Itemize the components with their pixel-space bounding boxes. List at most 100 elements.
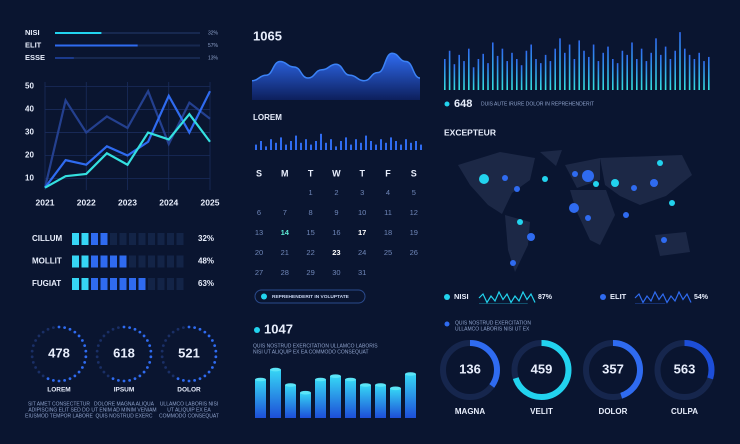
spike bbox=[444, 59, 446, 90]
label: 4 bbox=[386, 188, 390, 197]
ring-dot bbox=[83, 360, 87, 364]
segment bbox=[110, 255, 117, 268]
segment bbox=[176, 255, 184, 268]
bar bbox=[360, 385, 371, 418]
ring-dot bbox=[210, 339, 214, 342]
label: ULLAMCO LABORIS NISI bbox=[160, 401, 218, 407]
legend-dot bbox=[444, 294, 450, 300]
label: 26 bbox=[410, 248, 418, 257]
spike bbox=[549, 61, 552, 90]
legend-squiggle bbox=[634, 290, 692, 304]
spike bbox=[664, 46, 667, 90]
label: 63% bbox=[198, 279, 214, 288]
ring-dot bbox=[96, 360, 100, 364]
spike bbox=[511, 52, 513, 90]
ring-dot bbox=[77, 334, 81, 338]
bar-cap bbox=[255, 377, 266, 382]
spike bbox=[525, 50, 528, 90]
spark-bar bbox=[335, 146, 337, 150]
ring-dot bbox=[167, 370, 171, 374]
ring-dot bbox=[213, 344, 217, 348]
spike bbox=[492, 42, 494, 90]
wave-area bbox=[252, 53, 420, 100]
spark-bar bbox=[415, 141, 417, 150]
ring-dot bbox=[161, 360, 165, 364]
segment bbox=[138, 255, 146, 268]
spike bbox=[501, 48, 504, 90]
bar-cap bbox=[390, 386, 401, 391]
segment bbox=[167, 278, 174, 290]
segment-bar bbox=[72, 278, 184, 290]
spike bbox=[645, 61, 648, 90]
spike bbox=[631, 42, 633, 90]
label: 12 bbox=[410, 208, 418, 217]
label: ADIPISCING ELIT SED DO bbox=[28, 407, 89, 413]
spark-bar bbox=[400, 144, 402, 150]
spark-bar bbox=[290, 141, 292, 150]
segment bbox=[167, 255, 174, 268]
ring-dot bbox=[63, 379, 67, 382]
spark-bar bbox=[255, 144, 257, 150]
spike bbox=[660, 54, 662, 90]
ring-dot bbox=[46, 327, 50, 331]
spike bbox=[626, 54, 628, 90]
spike bbox=[544, 54, 547, 90]
segment bbox=[129, 278, 136, 290]
ring-dot bbox=[83, 344, 87, 348]
map-dot bbox=[593, 181, 599, 187]
label: ELIT bbox=[25, 40, 42, 49]
label: 357 bbox=[602, 361, 624, 376]
spike bbox=[559, 38, 561, 90]
spike bbox=[693, 59, 696, 90]
label: QUIS NOSTRUD EXERCITATION ULLAMCO LABORI… bbox=[253, 343, 378, 349]
spark-bar bbox=[265, 146, 267, 150]
label: S bbox=[256, 168, 262, 178]
segment bbox=[100, 255, 108, 268]
label: 7 bbox=[283, 208, 287, 217]
ring-dot bbox=[138, 330, 142, 334]
spike bbox=[568, 44, 571, 90]
ring-dot bbox=[176, 327, 180, 331]
ring-dot bbox=[203, 330, 207, 334]
segment bbox=[148, 255, 155, 268]
spark-bar bbox=[385, 142, 387, 150]
label: 2021 bbox=[36, 197, 55, 207]
spark-bar bbox=[315, 141, 317, 150]
spike bbox=[472, 67, 475, 90]
donut-arc bbox=[511, 340, 572, 400]
ring-dot bbox=[95, 349, 99, 353]
label: LOREM bbox=[253, 113, 282, 122]
spike bbox=[640, 48, 643, 90]
label: 136 bbox=[459, 361, 481, 376]
segment bbox=[176, 233, 184, 245]
map-dot bbox=[510, 260, 516, 266]
ring-dot bbox=[149, 355, 153, 359]
ring-dot bbox=[193, 379, 197, 382]
label: 5 bbox=[412, 188, 416, 197]
ring-dot bbox=[77, 370, 81, 374]
segment bbox=[100, 278, 108, 290]
bar-cap bbox=[300, 390, 311, 395]
segment bbox=[81, 233, 89, 245]
spike bbox=[540, 63, 542, 90]
segment bbox=[148, 278, 155, 290]
ring-dot bbox=[51, 326, 55, 329]
label: EXCEPTEUR bbox=[444, 127, 496, 137]
label: ULLAMCO LABORIS NISI UT EX bbox=[455, 326, 530, 332]
label: IPSUM bbox=[114, 387, 135, 394]
spike bbox=[458, 54, 460, 90]
spike bbox=[607, 46, 609, 90]
bar bbox=[270, 369, 281, 418]
button[interactable] bbox=[254, 289, 366, 304]
map-dot bbox=[569, 203, 579, 213]
label: EIUSMOD TEMPOR LABORE bbox=[25, 413, 93, 419]
label: UT ALIQUIP EX EA bbox=[167, 407, 211, 413]
label: SIT AMET CONSECTETUR bbox=[28, 401, 90, 407]
spike bbox=[621, 50, 624, 90]
ring-dot bbox=[145, 339, 149, 342]
map-dot bbox=[585, 215, 591, 221]
bar bbox=[375, 385, 386, 418]
spark-bar bbox=[355, 139, 357, 150]
ring-dot bbox=[80, 366, 84, 369]
